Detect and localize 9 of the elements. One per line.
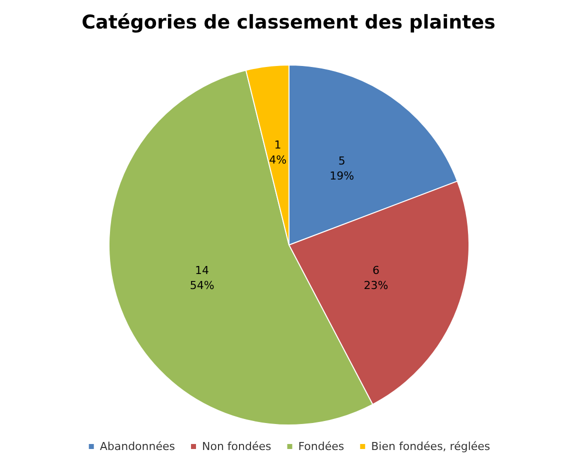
data-label: 14 54%: [190, 264, 214, 292]
legend-label: Non fondées: [202, 440, 272, 453]
legend-label: Bien fondées, réglées: [371, 440, 490, 453]
data-label: 1 4%: [269, 138, 287, 167]
data-label: 5 19%: [330, 154, 354, 182]
data-label: 6 23%: [364, 264, 388, 292]
chart-title: Catégories de classement des plaintes: [82, 12, 496, 34]
legend-label: Abandonnées: [100, 440, 176, 453]
legend-label: Fondées: [298, 440, 344, 453]
